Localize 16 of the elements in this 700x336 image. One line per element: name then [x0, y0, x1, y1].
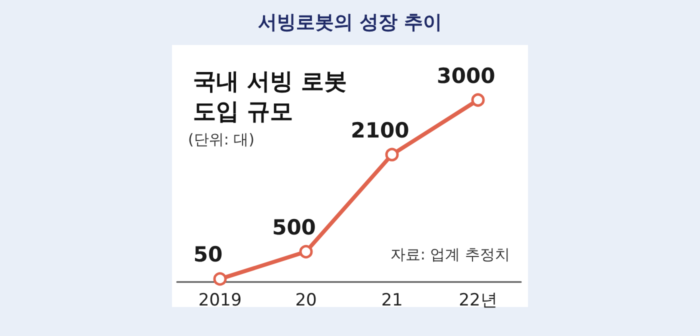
- point: [299, 244, 313, 258]
- annotation: (단위: 대): [188, 130, 255, 148]
- annotation: 자료: 업계 추정치: [390, 246, 510, 264]
- point: [213, 272, 227, 286]
- point: [471, 93, 485, 107]
- data-label: 50: [193, 242, 223, 267]
- x-tick-label: 20: [295, 290, 317, 310]
- point: [385, 148, 399, 162]
- x-tick-label: 22년: [458, 290, 498, 310]
- data-label: 500: [272, 215, 316, 240]
- chart-title: 서빙로봇의 성장 추이: [258, 12, 442, 34]
- data-label: 2100: [350, 118, 410, 142]
- x-tick-label: 21: [381, 290, 403, 310]
- chart-subtitle: 국내 서빙 로봇 도입 규모: [193, 69, 348, 125]
- x-tick-label: 2019: [198, 290, 242, 310]
- data-label: 3000: [436, 64, 496, 88]
